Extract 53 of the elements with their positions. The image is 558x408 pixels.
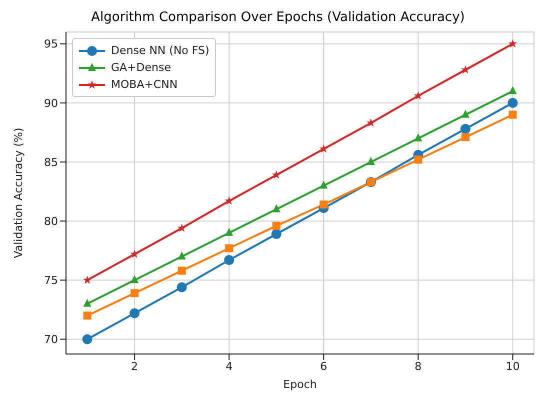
x-tick-label: 2 (131, 360, 138, 373)
y-tick-label: 90 (44, 96, 58, 110)
point (414, 133, 422, 142)
x-tick-label: 6 (320, 360, 328, 373)
point (225, 244, 234, 252)
point (130, 250, 139, 258)
point (272, 222, 280, 230)
point (508, 86, 517, 94)
legend-label: MOBA+CNN (111, 78, 178, 91)
x-axis-title: Epoch (283, 378, 317, 391)
point (178, 266, 186, 275)
point (130, 275, 139, 284)
point (178, 252, 186, 260)
point (224, 255, 234, 266)
point (271, 229, 282, 240)
y-tick-label: 70 (44, 333, 58, 346)
point (508, 110, 517, 119)
point (224, 196, 234, 205)
point (82, 334, 92, 344)
point (461, 65, 470, 74)
y-tick-label: 95 (44, 38, 58, 51)
chart-title: Algorithm Comparison Over Epochs (Validation Accuracy) (90, 9, 466, 27)
x-tick-label: 4 (226, 360, 233, 373)
point (508, 98, 518, 108)
legend-label: Dense NN (No FS) (111, 44, 210, 57)
point (82, 276, 92, 284)
point (319, 144, 328, 153)
point (178, 224, 186, 232)
point (366, 156, 375, 165)
point (366, 118, 376, 127)
point (83, 298, 92, 307)
point (272, 204, 280, 212)
point (176, 282, 187, 292)
point (320, 200, 328, 209)
point (130, 308, 140, 318)
point (225, 228, 234, 236)
x-tick-label: 10 (506, 360, 520, 373)
point (461, 133, 470, 142)
point (414, 156, 422, 164)
y-tick-label: 85 (44, 156, 58, 169)
x-tick-label: 8 (414, 360, 422, 373)
point (83, 312, 92, 320)
y-axis-title: Validation Accuracy (%) (12, 128, 25, 258)
legend-label: GA+Dense (111, 61, 171, 74)
point (461, 110, 470, 118)
point (320, 180, 328, 189)
point (414, 91, 422, 100)
y-tick-label: 75 (44, 274, 58, 288)
point (460, 124, 470, 134)
y-tick-label: 80 (44, 214, 58, 228)
point (272, 170, 281, 179)
point (508, 39, 518, 48)
point (130, 289, 139, 298)
